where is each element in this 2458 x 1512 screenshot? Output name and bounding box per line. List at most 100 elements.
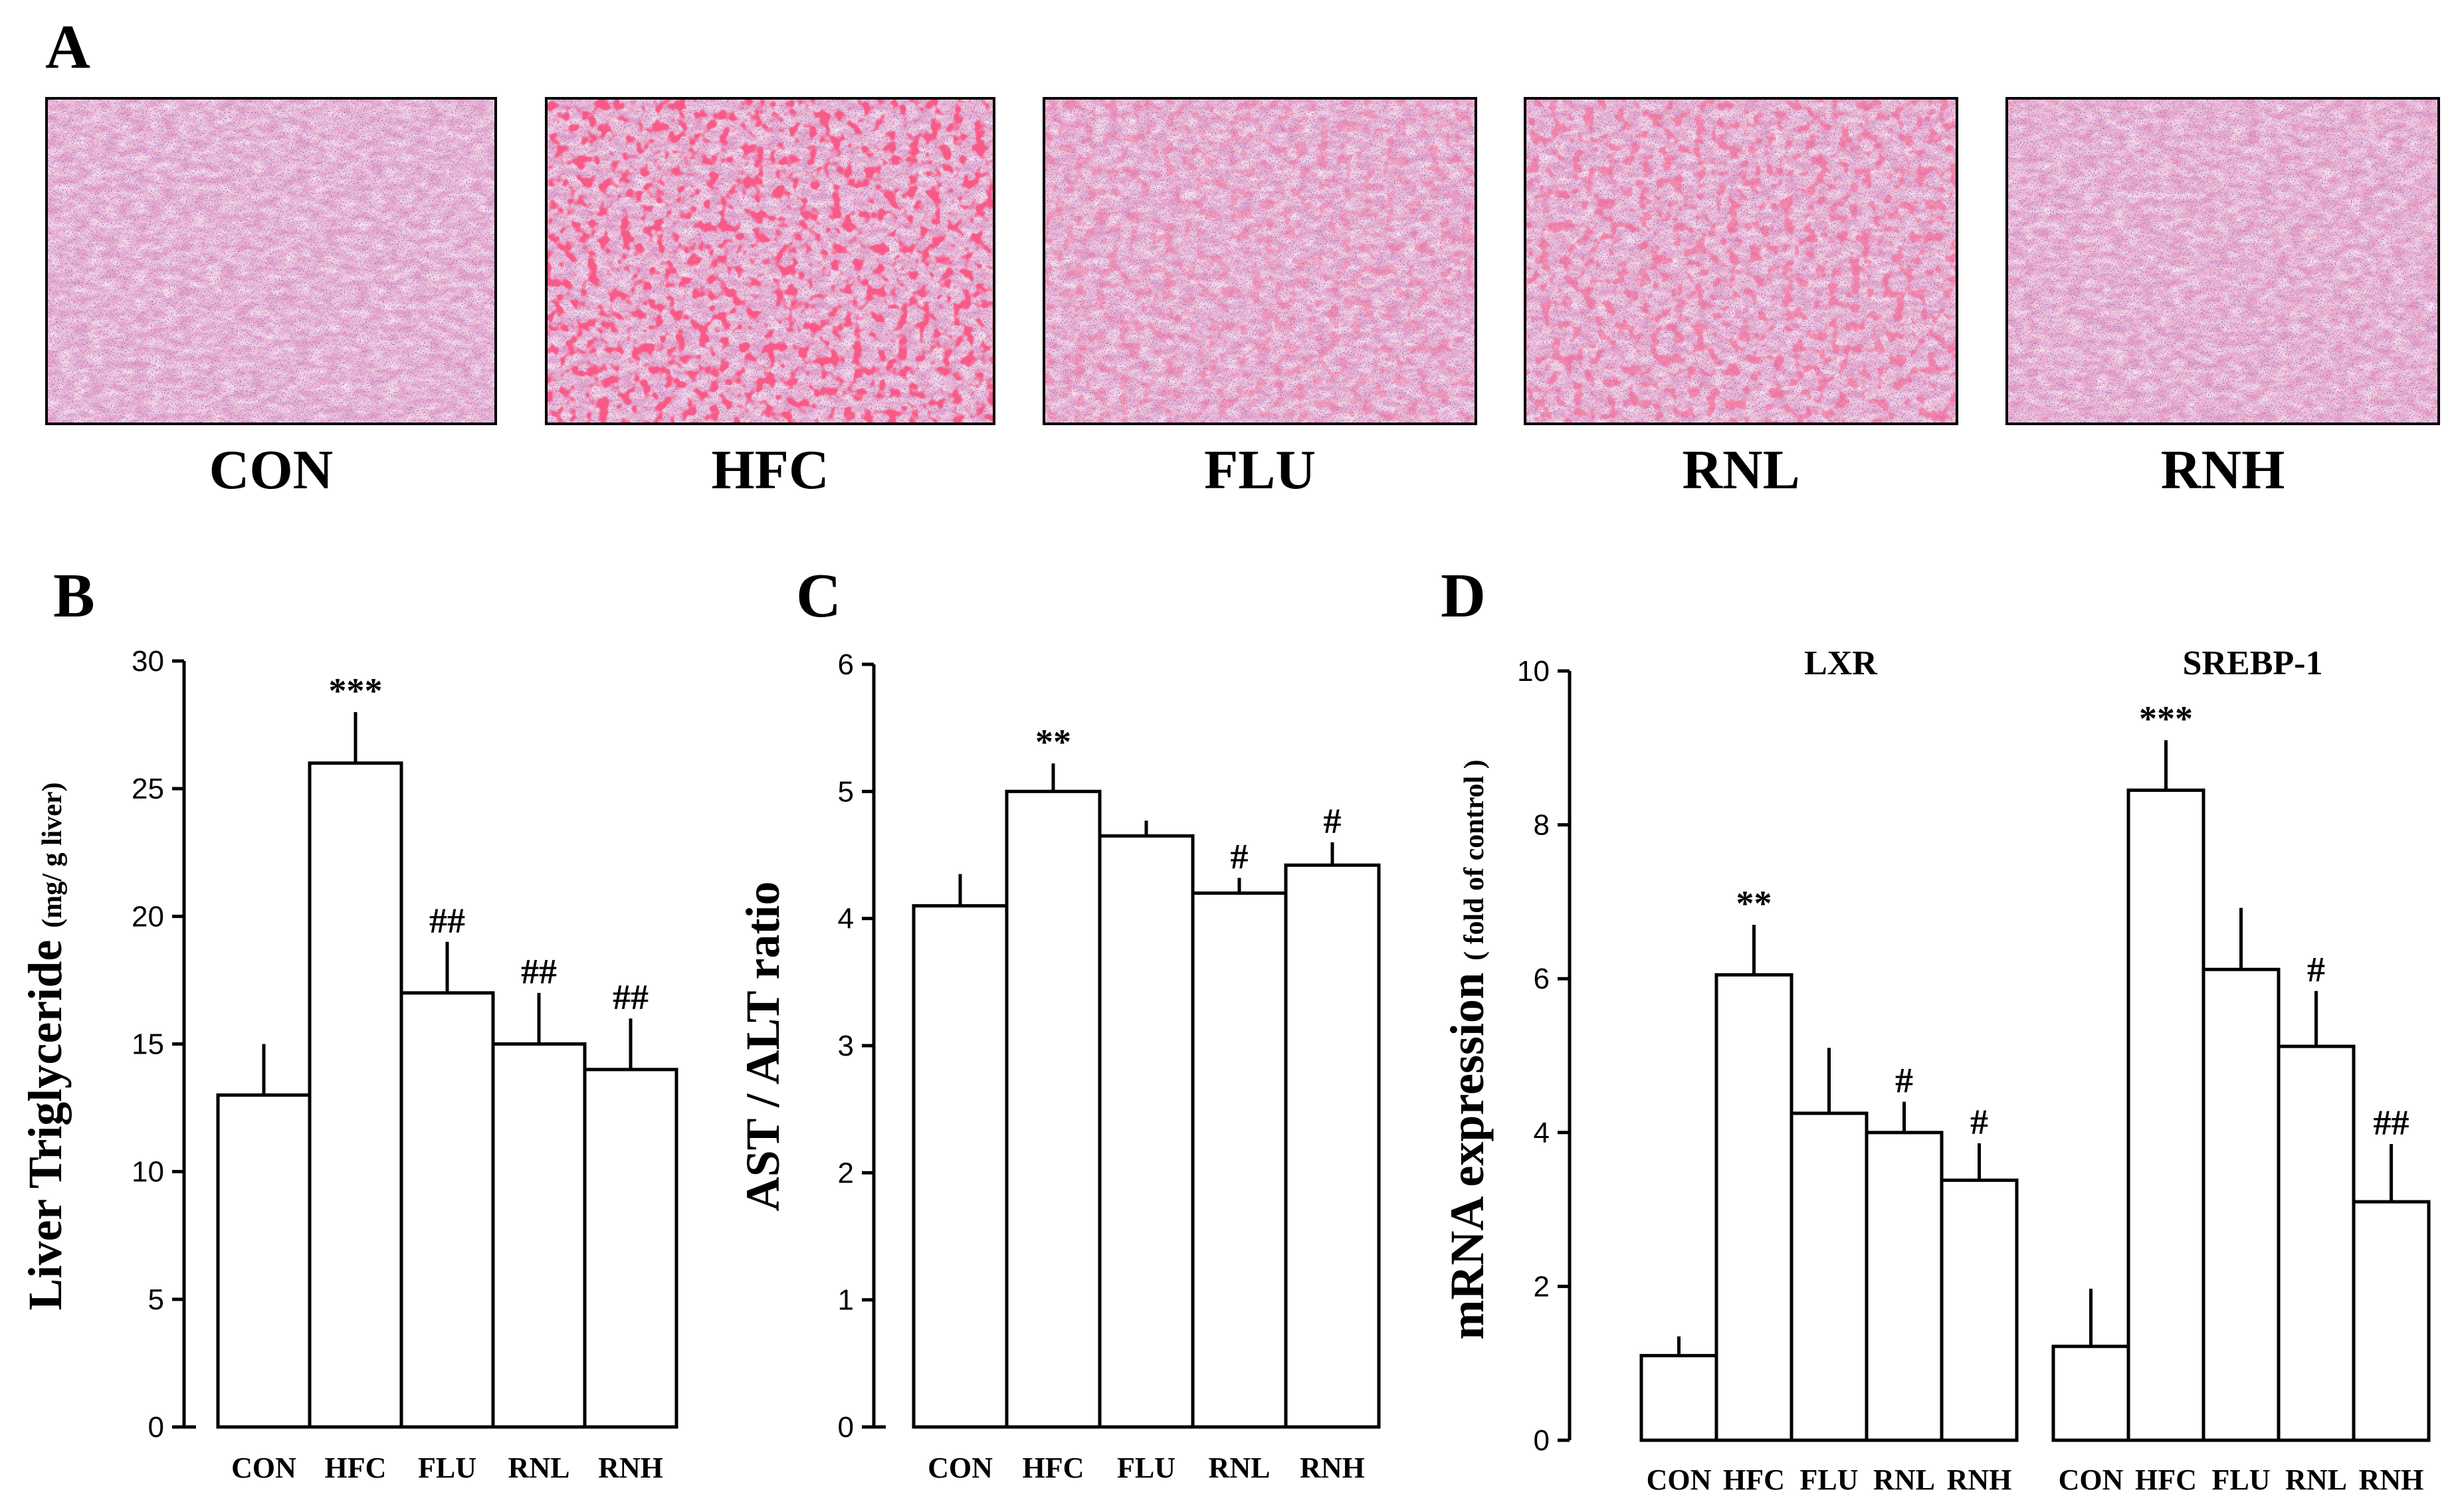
panel-b-y-tick-label: 0 — [148, 1411, 164, 1444]
panel-b-y-tick-label: 10 — [132, 1156, 164, 1188]
panel-d-y-tick-label: 8 — [1534, 809, 1550, 842]
panel-b-y-tick-label: 30 — [132, 645, 164, 678]
image-border — [1043, 97, 1477, 425]
histology-image-rnl — [1524, 97, 1958, 425]
panel-d-group-lxr: LXR CON ** HFC FLU # RNL # RNH — [1639, 644, 2019, 1496]
panel-b-category-rnl: RNL — [508, 1452, 570, 1484]
histology-image-hfc — [545, 97, 995, 425]
tissue-nuclei — [47, 98, 496, 424]
panel-d-y-tick-label: 2 — [1534, 1270, 1550, 1303]
panel-d-lxr-sig-rnl: # — [1895, 1060, 1913, 1100]
panel-b-bar-rnh — [583, 1068, 678, 1429]
panel-d-group-srebp-1: SREBP-1 CON *** HFC FLU # RNL ## RNH — [2051, 644, 2431, 1496]
panel-d-srebp-1-bar-rnl — [2277, 1044, 2356, 1442]
panel-d-chart: 0 2 4 6 8 10 LXR CON ** HFC FLU # RNL # RNH SREBP-1 CON *… — [1441, 644, 2431, 1496]
panel-c-bar-hfc — [1005, 789, 1102, 1429]
panel-d-y-axis-label: mRNA expression ( fold of control ) — [1441, 759, 1494, 1339]
panel-b-category-con: CON — [231, 1452, 296, 1484]
panel-d-srebp-1-category-con: CON — [2059, 1464, 2124, 1496]
panel-d-y-tick-label: 6 — [1534, 963, 1550, 995]
panel-b-y-tick-label: 5 — [148, 1283, 164, 1316]
panel-d-y-tick-label: 0 — [1534, 1424, 1550, 1457]
histology-label-hfc: HFC — [711, 439, 829, 501]
panel-c-chart: 0 1 2 3 4 5 6 CON ** HFC FLU # RNL # RNH AST / ALT rati… — [736, 648, 1381, 1484]
panel-d-srebp-1-category-flu: FLU — [2212, 1464, 2271, 1496]
panel-d-srebp-1-category-rnh: RNH — [2359, 1464, 2424, 1496]
panel-d-srebp-1-sig-hfc: *** — [2139, 699, 2193, 739]
lipid-droplets — [2007, 98, 2439, 424]
panel-letter-c: C — [796, 561, 841, 630]
panel-d-srebp-1-sig-rnh: ## — [2374, 1103, 2409, 1143]
panel-d-lxr-category-hfc: HFC — [1723, 1464, 1785, 1496]
panel-letter-d: D — [1441, 561, 1486, 630]
panel-d-lxr-bar-hfc — [1714, 973, 1793, 1442]
panel-d-srebp-1-sig-rnl: # — [2307, 950, 2325, 990]
panel-d-srebp-1-category-hfc: HFC — [2135, 1464, 2197, 1496]
panel-d-lxr-category-con: CON — [1647, 1464, 1712, 1496]
panel-d-srebp-1-bar-con — [2051, 1345, 2130, 1442]
image-border — [2005, 97, 2440, 425]
panel-d-group-title-srebp-1: SREBP-1 — [2183, 644, 2323, 682]
panel-d-lxr-category-flu: FLU — [1800, 1464, 1859, 1496]
lipid-droplets — [1525, 98, 1957, 424]
panel-c-bar-rnl — [1191, 891, 1288, 1429]
panel-d-srebp-1-bar-flu — [2202, 967, 2281, 1442]
panel-d-y-tick-label: 4 — [1534, 1117, 1550, 1149]
panel-d-lxr-sig-hfc: ** — [1736, 884, 1772, 923]
panel-b-bar-con — [216, 1093, 312, 1429]
panel-c-bar-flu — [1098, 834, 1195, 1429]
image-border — [45, 97, 497, 425]
panel-b-y-tick-label: 25 — [132, 773, 164, 805]
panel-b-category-flu: FLU — [418, 1452, 476, 1484]
panel-c-category-flu: FLU — [1117, 1452, 1176, 1484]
panel-b-category-rnh: RNH — [598, 1452, 663, 1484]
panel-b-sig-rnh: ## — [613, 977, 649, 1017]
panel-c-category-rnh: RNH — [1300, 1452, 1365, 1484]
panel-b-bar-flu — [399, 991, 495, 1429]
panel-d-lxr-bar-con — [1639, 1354, 1718, 1442]
panel-d-lxr-category-rnh: RNH — [1947, 1464, 2012, 1496]
histology-image-con — [45, 97, 497, 425]
histology-label-con: CON — [209, 439, 334, 501]
panel-c-sig-rnl: # — [1231, 836, 1249, 876]
image-border — [545, 97, 995, 425]
panel-c-sig-hfc: ** — [1035, 722, 1071, 762]
panel-b-bar-hfc — [308, 761, 403, 1429]
panel-c-y-tick-label: 6 — [838, 648, 854, 681]
panel-c-bar-rnh — [1284, 863, 1381, 1429]
panel-b-bar-rnl — [491, 1042, 587, 1429]
panel-b-sig-rnl: ## — [521, 952, 557, 992]
histology-image-flu — [1043, 97, 1477, 425]
histology-label-flu: FLU — [1204, 439, 1316, 501]
panel-d-srebp-1-bar-hfc — [2126, 788, 2205, 1442]
panel-letter-a: A — [45, 13, 90, 82]
panel-c-y-axis-label: AST / ALT ratio — [736, 882, 789, 1212]
panel-c-y-tick-label: 4 — [838, 903, 854, 935]
panel-d-group-title-lxr: LXR — [1804, 644, 1878, 682]
panel-d-srebp-1-bar-rnh — [2352, 1200, 2431, 1442]
histology-row: CON HFC FLU RNL RNH — [45, 97, 2440, 501]
image-border — [1524, 97, 1958, 425]
panel-d-lxr-category-rnl: RNL — [1873, 1464, 1935, 1496]
panel-c-category-hfc: HFC — [1023, 1452, 1084, 1484]
panel-d-lxr-sig-rnh: # — [1970, 1102, 1988, 1142]
panel-b-category-hfc: HFC — [325, 1452, 387, 1484]
panel-d-y-tick-label: 10 — [1517, 655, 1550, 688]
panel-c-sig-rnh: # — [1324, 801, 1342, 841]
histology-image-rnh — [2005, 97, 2440, 425]
panel-c-y-tick-label: 1 — [838, 1284, 854, 1317]
panel-b-sig-flu: ## — [429, 901, 465, 941]
panel-c-bar-con — [912, 904, 1009, 1429]
panel-c-y-tick-label: 2 — [838, 1157, 854, 1189]
panel-c-category-rnl: RNL — [1209, 1452, 1271, 1484]
panel-c-y-tick-label: 3 — [838, 1030, 854, 1062]
panel-d-lxr-bar-flu — [1790, 1111, 1869, 1442]
panel-letter-b: B — [53, 561, 95, 630]
panel-b-sig-hfc: *** — [329, 671, 383, 711]
panel-d-srebp-1-category-rnl: RNL — [2285, 1464, 2347, 1496]
panel-c-y-tick-label: 0 — [838, 1411, 854, 1444]
histology-label-rnh: RNH — [2161, 439, 2285, 501]
panel-d-lxr-bar-rnl — [1865, 1131, 1944, 1442]
panel-b-y-tick-label: 20 — [132, 900, 164, 933]
